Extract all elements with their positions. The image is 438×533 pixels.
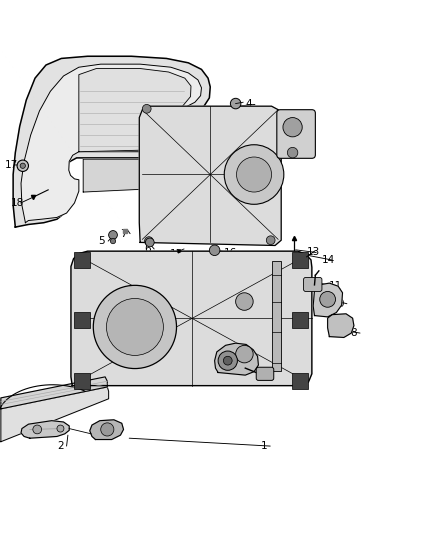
Circle shape — [20, 163, 25, 168]
Circle shape — [237, 157, 272, 192]
Circle shape — [93, 285, 177, 368]
Bar — [74, 312, 90, 328]
Text: 10: 10 — [313, 287, 326, 297]
Circle shape — [209, 245, 220, 255]
Circle shape — [236, 345, 253, 363]
Text: 16: 16 — [223, 248, 237, 259]
Polygon shape — [1, 377, 107, 409]
Circle shape — [33, 425, 42, 434]
Polygon shape — [71, 251, 312, 386]
Circle shape — [320, 292, 336, 307]
Text: 7: 7 — [120, 229, 127, 239]
Circle shape — [223, 356, 232, 365]
Text: 1: 1 — [261, 441, 267, 451]
Polygon shape — [79, 69, 192, 152]
Polygon shape — [215, 343, 258, 375]
Polygon shape — [21, 64, 201, 223]
Text: 15: 15 — [170, 249, 183, 259]
Polygon shape — [90, 420, 124, 440]
Bar — [292, 252, 308, 268]
Bar — [292, 374, 308, 389]
Circle shape — [142, 104, 151, 113]
Circle shape — [106, 298, 163, 356]
Bar — [74, 252, 90, 268]
Circle shape — [57, 425, 64, 432]
Text: 12: 12 — [247, 376, 261, 386]
Polygon shape — [13, 56, 210, 227]
Text: 4: 4 — [245, 100, 252, 109]
Bar — [292, 312, 308, 328]
Text: 18: 18 — [11, 198, 24, 208]
Bar — [74, 374, 90, 389]
Polygon shape — [83, 159, 183, 192]
Text: 17: 17 — [5, 160, 18, 170]
Circle shape — [110, 238, 116, 244]
Text: 8: 8 — [350, 328, 357, 338]
Polygon shape — [139, 106, 281, 246]
Circle shape — [287, 147, 298, 158]
Circle shape — [218, 351, 237, 370]
Text: 5: 5 — [99, 236, 105, 246]
Polygon shape — [1, 387, 109, 442]
Circle shape — [236, 293, 253, 310]
Circle shape — [17, 160, 28, 172]
Polygon shape — [313, 283, 343, 317]
Text: 3: 3 — [77, 290, 83, 300]
Circle shape — [145, 237, 153, 246]
Text: 2: 2 — [57, 441, 64, 451]
Text: 14: 14 — [322, 255, 335, 265]
Circle shape — [224, 145, 284, 204]
FancyBboxPatch shape — [256, 367, 274, 381]
Circle shape — [109, 231, 117, 239]
Text: 6: 6 — [145, 244, 151, 254]
Circle shape — [266, 236, 275, 245]
Text: 11: 11 — [328, 281, 342, 291]
Circle shape — [101, 423, 114, 436]
Polygon shape — [21, 421, 69, 438]
Polygon shape — [328, 314, 354, 337]
Text: 9: 9 — [337, 298, 344, 309]
Circle shape — [145, 238, 154, 247]
FancyBboxPatch shape — [277, 110, 315, 158]
Text: 13: 13 — [307, 247, 320, 257]
FancyBboxPatch shape — [304, 278, 322, 292]
Circle shape — [230, 98, 241, 109]
Circle shape — [283, 118, 302, 137]
Bar — [272, 261, 281, 371]
